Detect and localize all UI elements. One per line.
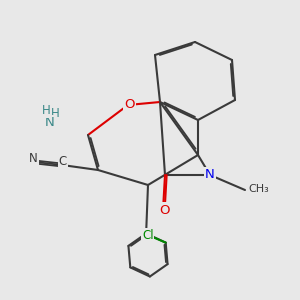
Text: CH₃: CH₃	[249, 184, 269, 194]
Text: N: N	[45, 116, 55, 129]
Text: N: N	[29, 152, 38, 165]
Text: N: N	[205, 169, 215, 182]
Text: H: H	[42, 104, 50, 117]
Text: O: O	[124, 98, 135, 112]
Text: O: O	[159, 203, 170, 217]
Text: C: C	[58, 155, 67, 168]
Text: Cl: Cl	[142, 229, 154, 242]
Text: H: H	[51, 107, 59, 120]
